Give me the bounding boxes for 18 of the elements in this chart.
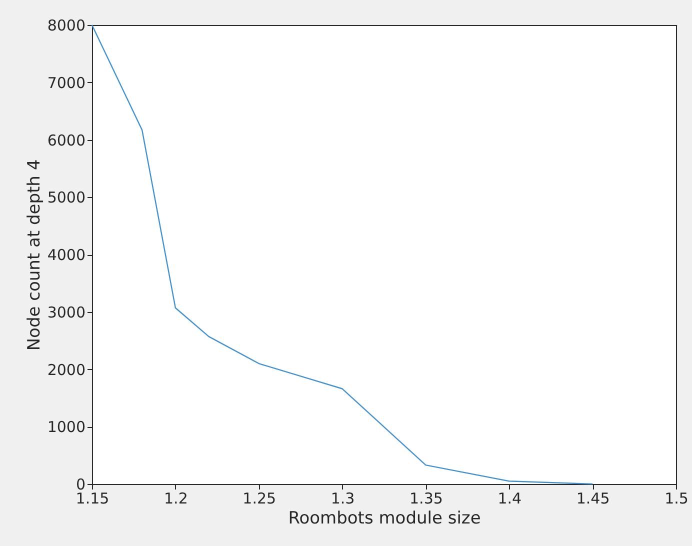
x-tick-label: 1.2 — [164, 490, 188, 508]
y-tick-label: 5000 — [47, 188, 86, 207]
y-tick-label: 3000 — [47, 303, 86, 322]
x-tick-label: 1.5 — [664, 490, 688, 508]
y-tick-label: 7000 — [47, 74, 86, 92]
y-tick-label: 1000 — [47, 418, 86, 436]
x-tick-label: 1.4 — [498, 490, 522, 508]
y-tick-label: 6000 — [47, 131, 86, 150]
x-tick-label: 1.35 — [410, 490, 443, 508]
x-axis-title: Roombots module size — [288, 508, 481, 528]
x-tick-label: 1.45 — [576, 490, 610, 508]
y-tick-label: 2000 — [47, 360, 86, 379]
x-tick-label: 1.25 — [242, 490, 276, 508]
y-axis-title: Node count at depth 4 — [24, 159, 44, 351]
line-series — [91, 24, 594, 485]
y-tick-label: 8000 — [47, 16, 86, 34]
y-tick-label: 4000 — [47, 246, 86, 264]
x-tick-label: 1.3 — [330, 490, 355, 508]
